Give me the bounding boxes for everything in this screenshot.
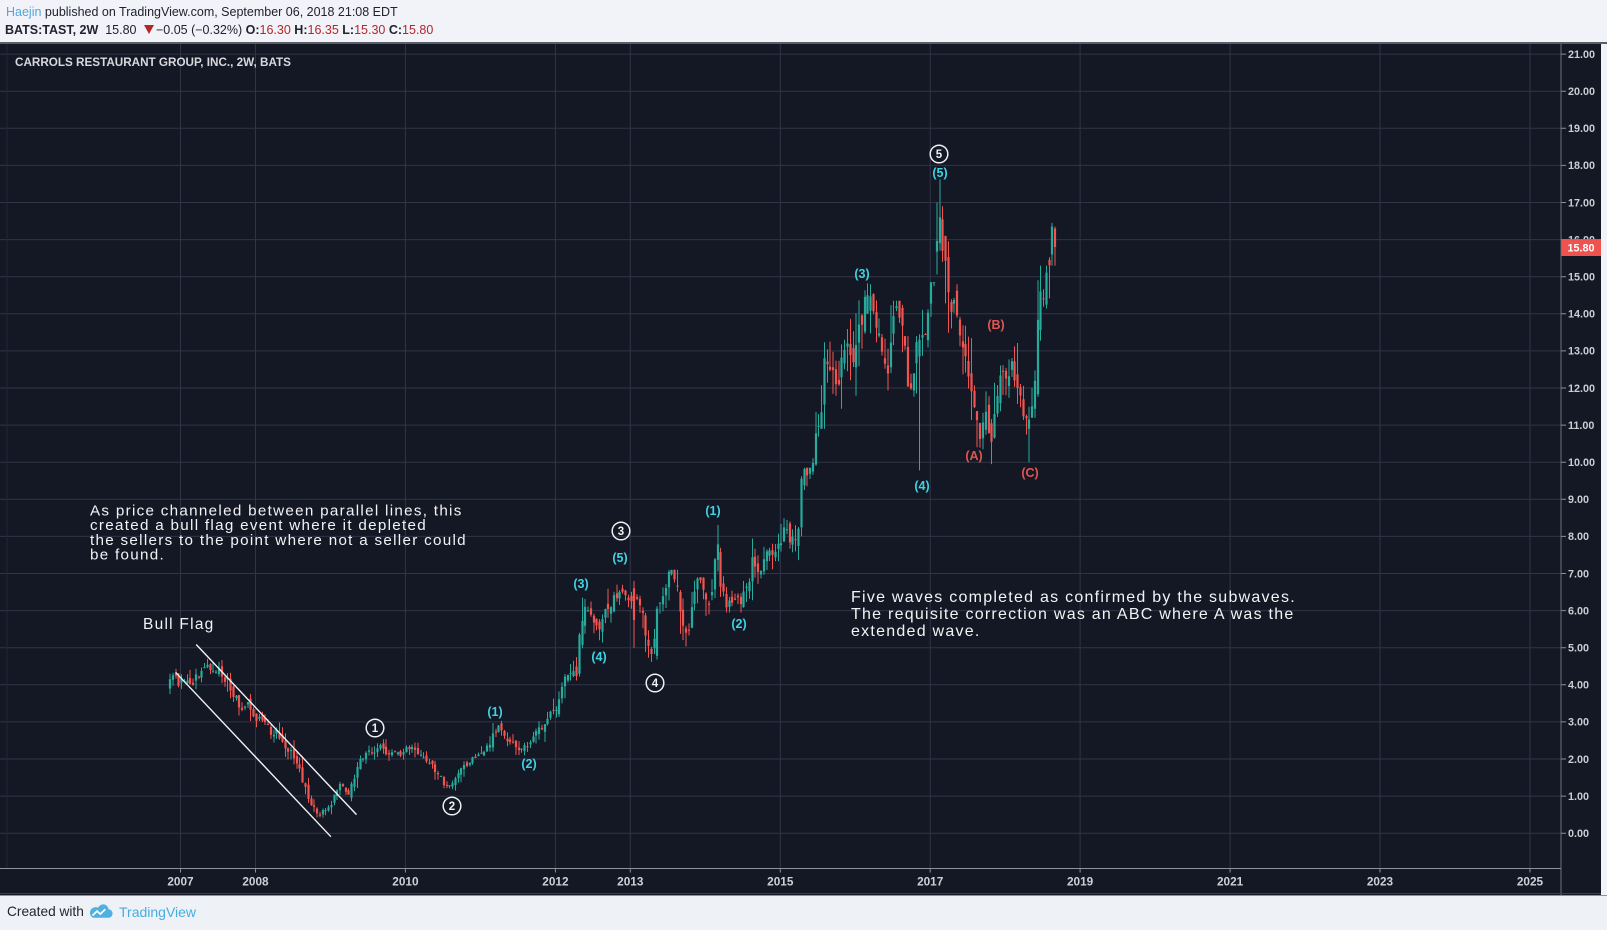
svg-text:the sellers to the point where: the sellers to the point where not a sel… bbox=[90, 532, 467, 549]
svg-text:19.00: 19.00 bbox=[1568, 123, 1595, 135]
svg-text:Bull Flag: Bull Flag bbox=[143, 616, 215, 633]
svg-text:17.00: 17.00 bbox=[1568, 197, 1595, 209]
svg-text:2008: 2008 bbox=[242, 875, 269, 889]
svg-text:created a bull flag event wher: created a bull flag event where it deple… bbox=[90, 517, 427, 534]
svg-text:13.00: 13.00 bbox=[1568, 346, 1595, 358]
svg-text:(3): (3) bbox=[573, 577, 588, 591]
svg-text:14.00: 14.00 bbox=[1568, 309, 1595, 321]
svg-text:15.00: 15.00 bbox=[1568, 272, 1595, 284]
svg-text:(1): (1) bbox=[487, 705, 502, 719]
svg-text:(4): (4) bbox=[914, 479, 929, 493]
svg-text:(A): (A) bbox=[965, 449, 982, 463]
svg-text:(1): (1) bbox=[705, 504, 720, 518]
svg-text:1: 1 bbox=[372, 723, 379, 735]
svg-text:2017: 2017 bbox=[917, 875, 944, 889]
svg-text:(3): (3) bbox=[854, 267, 869, 281]
svg-text:(2): (2) bbox=[521, 757, 536, 771]
svg-text:2015: 2015 bbox=[767, 875, 794, 889]
svg-text:15.80: 15.80 bbox=[1567, 242, 1594, 254]
svg-text:2012: 2012 bbox=[542, 875, 569, 889]
svg-text:(4): (4) bbox=[591, 650, 606, 664]
svg-text:2007: 2007 bbox=[167, 875, 194, 889]
svg-text:extended wave.: extended wave. bbox=[851, 623, 981, 640]
svg-text:3.00: 3.00 bbox=[1568, 717, 1589, 729]
svg-text:Five waves completed as confir: Five waves completed as confirmed by the… bbox=[851, 589, 1296, 606]
svg-text:7.00: 7.00 bbox=[1568, 568, 1589, 580]
svg-text:be found.: be found. bbox=[90, 547, 165, 564]
svg-text:(5): (5) bbox=[932, 166, 947, 180]
svg-text:4.00: 4.00 bbox=[1568, 680, 1589, 692]
svg-text:2010: 2010 bbox=[392, 875, 419, 889]
svg-text:12.00: 12.00 bbox=[1568, 383, 1595, 395]
svg-text:2.00: 2.00 bbox=[1568, 754, 1589, 766]
svg-text:10.00: 10.00 bbox=[1568, 457, 1595, 469]
svg-text:CARROLS RESTAURANT GROUP, INC.: CARROLS RESTAURANT GROUP, INC., 2W, BATS bbox=[15, 56, 291, 69]
svg-text:2021: 2021 bbox=[1217, 875, 1244, 889]
svg-text:2: 2 bbox=[449, 801, 455, 813]
svg-text:2019: 2019 bbox=[1067, 875, 1094, 889]
svg-text:18.00: 18.00 bbox=[1568, 160, 1595, 172]
svg-text:2013: 2013 bbox=[617, 875, 644, 889]
svg-text:0.00: 0.00 bbox=[1568, 828, 1589, 840]
svg-text:21.00: 21.00 bbox=[1568, 49, 1595, 61]
svg-text:8.00: 8.00 bbox=[1568, 531, 1589, 543]
svg-text:20.00: 20.00 bbox=[1568, 86, 1595, 98]
svg-text:4: 4 bbox=[652, 678, 659, 690]
svg-text:5.00: 5.00 bbox=[1568, 643, 1589, 655]
svg-text:(5): (5) bbox=[612, 551, 627, 565]
svg-text:(C): (C) bbox=[1021, 466, 1038, 480]
svg-text:9.00: 9.00 bbox=[1568, 494, 1589, 506]
svg-text:(2): (2) bbox=[731, 617, 746, 631]
svg-text:3: 3 bbox=[618, 526, 624, 538]
svg-text:(B): (B) bbox=[987, 318, 1004, 332]
svg-text:As price channeled between par: As price channeled between parallel line… bbox=[90, 503, 463, 520]
svg-text:1.00: 1.00 bbox=[1568, 791, 1589, 803]
svg-text:2025: 2025 bbox=[1517, 875, 1544, 889]
svg-text:6.00: 6.00 bbox=[1568, 605, 1589, 617]
svg-text:5: 5 bbox=[936, 149, 943, 161]
svg-text:The requisite correction was a: The requisite correction was an ABC wher… bbox=[851, 606, 1295, 623]
svg-text:11.00: 11.00 bbox=[1568, 420, 1594, 432]
svg-text:2023: 2023 bbox=[1367, 875, 1394, 889]
